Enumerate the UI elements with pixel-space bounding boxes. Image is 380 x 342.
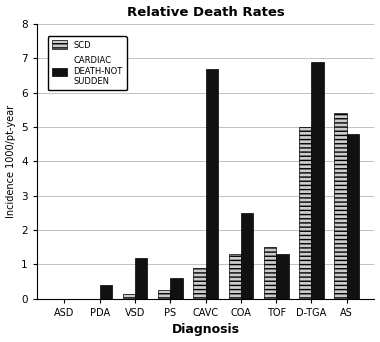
Bar — [135, 258, 147, 299]
Bar — [312, 62, 324, 299]
X-axis label: Diagnosis: Diagnosis — [172, 324, 240, 337]
Y-axis label: Incidence 1000/pt-year: Incidence 1000/pt-year — [6, 105, 16, 218]
Legend: SCD, CARDIAC
DEATH-NOT
SUDDEN: SCD, CARDIAC DEATH-NOT SUDDEN — [48, 36, 127, 90]
Title: Relative Death Rates: Relative Death Rates — [127, 5, 285, 18]
Bar — [158, 290, 170, 299]
Bar — [193, 268, 206, 299]
Bar — [206, 69, 218, 299]
Bar — [241, 213, 253, 299]
Bar — [264, 247, 276, 299]
Bar — [100, 285, 112, 299]
Bar — [228, 254, 241, 299]
Bar — [347, 134, 359, 299]
Bar — [170, 278, 183, 299]
Bar — [299, 127, 312, 299]
Bar — [123, 294, 135, 299]
Bar — [276, 254, 288, 299]
Bar — [334, 113, 347, 299]
